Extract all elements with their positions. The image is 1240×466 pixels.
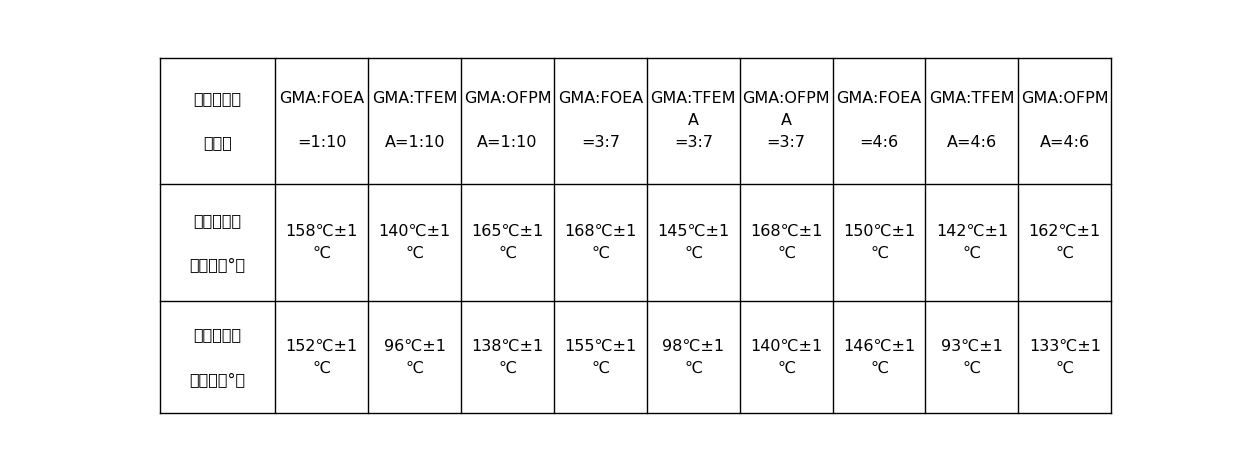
Text: 168℃±1
℃: 168℃±1 ℃ [564,224,636,261]
Text: 155℃±1
℃: 155℃±1 ℃ [564,338,636,376]
Text: 165℃±1
℃: 165℃±1 ℃ [471,224,543,261]
Text: 133℃±1
℃: 133℃±1 ℃ [1029,338,1101,376]
Text: GMA:FOEA

=1:10: GMA:FOEA =1:10 [279,91,365,151]
Text: 150℃±1
℃: 150℃±1 ℃ [843,224,915,261]
Text: 138℃±1
℃: 138℃±1 ℃ [471,338,543,376]
Text: GMA:OFPM

A=4:6: GMA:OFPM A=4:6 [1021,91,1109,151]
Text: 预聚物成份

及比例: 预聚物成份 及比例 [193,91,242,151]
Text: GMA:OFPM

A=1:10: GMA:OFPM A=1:10 [464,91,552,151]
Text: GMA:OFPM
A
=3:7: GMA:OFPM A =3:7 [743,91,830,151]
Text: 158℃±1
℃: 158℃±1 ℃ [285,224,358,261]
Text: 145℃±1
℃: 145℃±1 ℃ [657,224,729,261]
Text: 168℃±1
℃: 168℃±1 ℃ [750,224,822,261]
Text: GMA:TFEM

A=4:6: GMA:TFEM A=4:6 [929,91,1014,151]
Text: GMA:TFEM
A
=3:7: GMA:TFEM A =3:7 [651,91,737,151]
Text: 140℃±1
℃: 140℃±1 ℃ [750,338,822,376]
Text: 142℃±1
℃: 142℃±1 ℃ [936,224,1008,261]
Text: 140℃±1
℃: 140℃±1 ℃ [378,224,451,261]
Text: GMA:TFEM

A=1:10: GMA:TFEM A=1:10 [372,91,458,151]
Text: 常温下水的

接触角（°）: 常温下水的 接触角（°） [190,213,246,272]
Text: GMA:FOEA

=4:6: GMA:FOEA =4:6 [837,91,921,151]
Text: 162℃±1
℃: 162℃±1 ℃ [1029,224,1101,261]
Text: 96℃±1
℃: 96℃±1 ℃ [383,338,445,376]
Text: 146℃±1
℃: 146℃±1 ℃ [843,338,915,376]
Text: 常温下油的

接触角（°）: 常温下油的 接触角（°） [190,327,246,387]
Text: 93℃±1
℃: 93℃±1 ℃ [941,338,1003,376]
Text: 152℃±1
℃: 152℃±1 ℃ [285,338,358,376]
Text: 98℃±1
℃: 98℃±1 ℃ [662,338,724,376]
Text: GMA:FOEA

=3:7: GMA:FOEA =3:7 [558,91,644,151]
